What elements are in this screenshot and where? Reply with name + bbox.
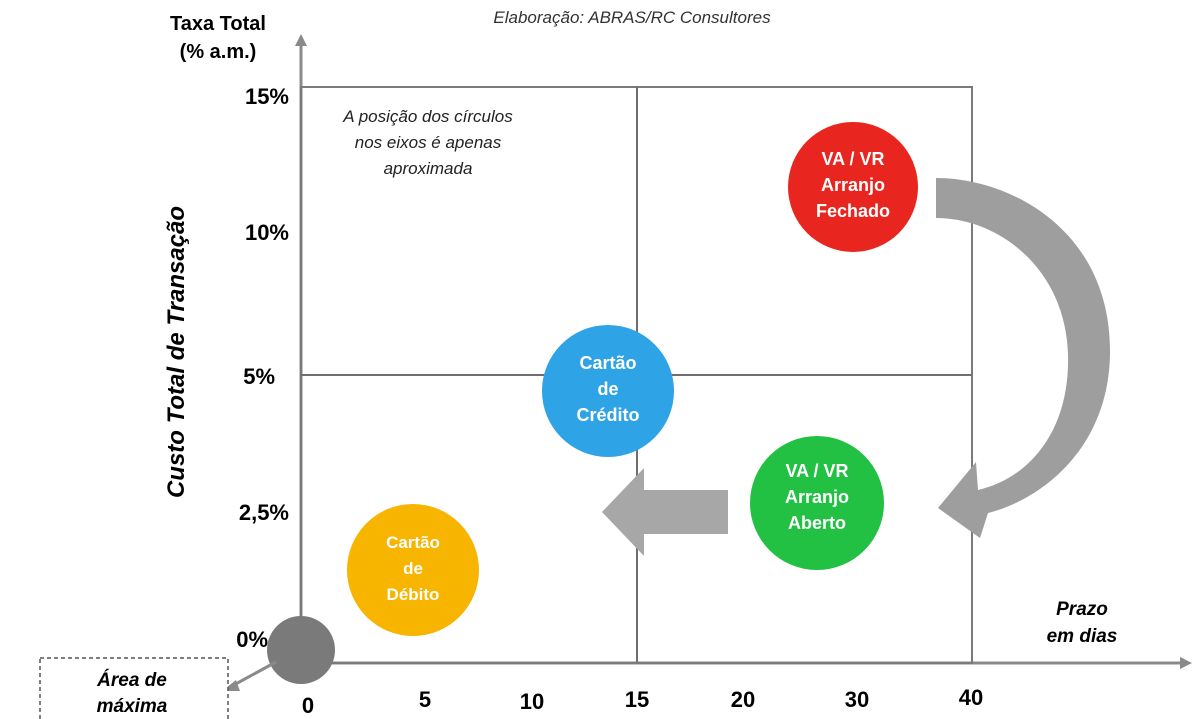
- callout-line: Área de: [96, 669, 167, 691]
- circle-label-line: VA / VR: [785, 461, 848, 481]
- y-axis-unit-title-line2: (% a.m.): [180, 41, 257, 63]
- x-tick-label: 20: [731, 687, 755, 712]
- curved-transition-arrow: [936, 178, 1111, 538]
- y-axis-unit-title-line1: Taxa Total: [170, 13, 266, 35]
- circle-label-line: Cartão: [579, 353, 636, 373]
- circle-label-line: VA / VR: [821, 149, 884, 169]
- circle-arranjo-fechado: VA / VR Arranjo Fechado: [788, 122, 918, 252]
- circle-label-line: Fechado: [816, 201, 890, 221]
- circle-label-line: de: [403, 559, 423, 578]
- x-axis-title-line1: Prazo: [1056, 599, 1108, 620]
- circle-arranjo-aberto: VA / VR Arranjo Aberto: [750, 436, 884, 570]
- x-axis-title-line2: em dias: [1047, 626, 1118, 647]
- x-tick-label: 30: [845, 687, 869, 712]
- circle-label-line: Cartão: [386, 533, 440, 552]
- circle-label-line: Arranjo: [821, 175, 885, 195]
- y-tick-label: 10%: [245, 220, 289, 245]
- circle-cartao-credito: Cartão de Crédito: [542, 325, 674, 457]
- x-tick-label: 5: [419, 687, 431, 712]
- circle-shape: [750, 436, 884, 570]
- circle-label-line: Aberto: [788, 513, 846, 533]
- callout-pointer: [231, 660, 277, 688]
- x-tick-label: 0: [302, 693, 314, 718]
- circle-shape: [347, 504, 479, 636]
- origin-circle: [267, 616, 335, 684]
- y-tick-label: 0%: [236, 627, 268, 652]
- x-tick-label: 10: [520, 689, 544, 714]
- circle-label-line: Débito: [387, 585, 440, 604]
- y-tick-label: 5%: [243, 364, 275, 389]
- x-axis-arrowhead: [1180, 657, 1192, 669]
- y-axis-title: Custo Total de Transação: [163, 206, 190, 498]
- circle-label-line: de: [597, 379, 618, 399]
- y-tick-label: 15%: [245, 84, 289, 109]
- position-note-line: A posição dos círculos: [342, 107, 513, 126]
- circle-label-line: Arranjo: [785, 487, 849, 507]
- callout-box: [39, 657, 229, 719]
- x-tick-label: 15: [625, 687, 649, 712]
- circle-shape: [788, 122, 918, 252]
- position-note-line: nos eixos é apenas: [355, 133, 502, 152]
- y-tick-label: 2,5%: [239, 500, 289, 525]
- circle-shape: [542, 325, 674, 457]
- position-note-line: aproximada: [384, 159, 473, 178]
- y-axis-arrowhead: [295, 34, 307, 46]
- callout-line: máxima: [97, 696, 168, 717]
- source-note: Elaboração: ABRAS/RC Consultores: [493, 8, 771, 27]
- circle-cartao-debito: Cartão de Débito: [347, 504, 479, 636]
- x-tick-label: 40: [959, 685, 983, 710]
- left-transition-arrow: [602, 468, 728, 556]
- circle-label-line: Crédito: [577, 405, 640, 425]
